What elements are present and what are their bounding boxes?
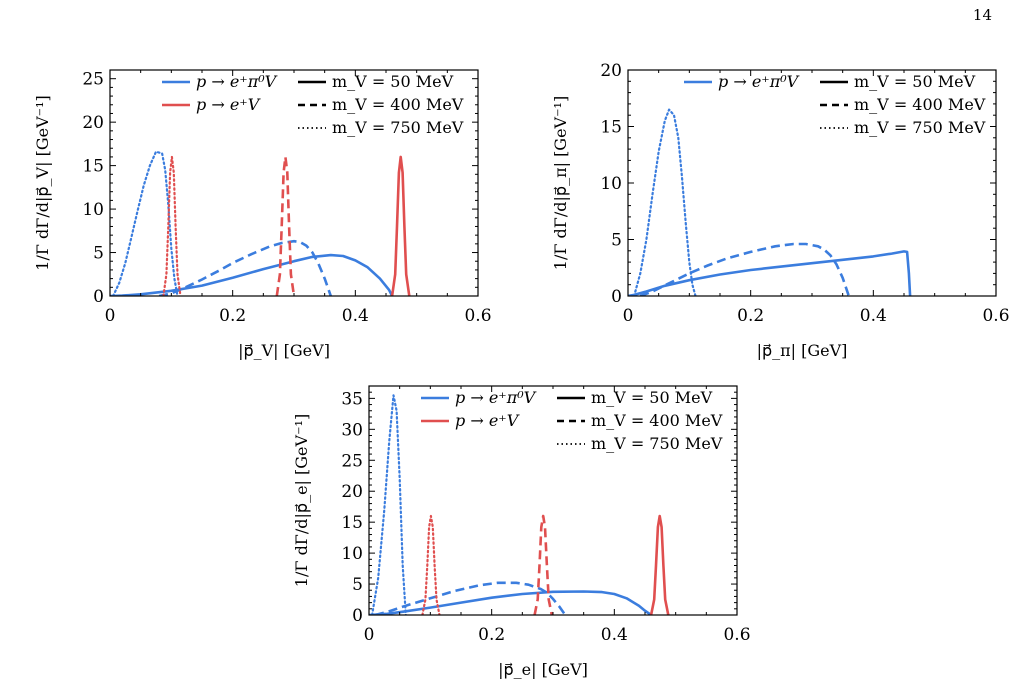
x-tick-label: 0.4 (342, 306, 369, 326)
series-line-blue-dotted (633, 108, 697, 296)
x-tick-label: 0 (364, 625, 375, 645)
chart-3: 0 0.2 0.4 0.6 0 5 10 15 20 25 30 35 |p⃗_e| [GeV] 1/Γ … (292, 385, 751, 679)
series-line-red-dotted (162, 155, 182, 296)
y-tick-label: 15 (600, 118, 622, 138)
y-tick-label: 25 (341, 451, 363, 471)
x-tick-label: 0.6 (982, 306, 1009, 326)
y-axis-label: 1/Γ dΓ/d|p⃗_V| [GeV⁻¹] (33, 95, 52, 270)
legend: p → e⁺π⁰V m_V = 50 MeV m_V = 400 MeV m_V = … (684, 72, 986, 137)
legend-label: m_V = 50 MeV (591, 388, 713, 407)
chart-1: 0 0.2 0.4 0.6 0 5 10 15 20 25 |p⃗_V| [GeV] 1/Γ dΓ/d… (33, 69, 492, 360)
y-tick-label: 5 (611, 231, 622, 251)
series-line-red-solid (649, 514, 670, 615)
series-line-red-dashed (275, 155, 296, 296)
series-line-blue-dashed (374, 581, 567, 615)
x-tick-label: 0.4 (601, 625, 628, 645)
legend: p → e⁺π⁰V p → e⁺V m_V = 50 MeV m_V = 400 Me… (162, 72, 464, 137)
y-tick-label: 35 (341, 389, 363, 409)
x-tick-label: 0.2 (478, 625, 505, 645)
legend-label: m_V = 50 MeV (332, 72, 454, 91)
series-line-blue-solid (369, 590, 652, 615)
series-line-blue-dotted (371, 394, 407, 615)
y-axis-label: 1/Γ dΓ/d|p⃗_e| [GeV⁻¹] (292, 414, 311, 587)
x-axis-label: |p⃗_π| [GeV] (757, 341, 848, 360)
x-tick-label: 0.6 (723, 625, 750, 645)
series-line-red-dashed (533, 514, 554, 615)
page-number: 14 (972, 6, 992, 24)
legend: p → e⁺π⁰V p → e⁺V m_V = 50 MeV m_V = 400 Me… (421, 388, 723, 453)
legend-label: p → e⁺V (196, 95, 261, 114)
legend-label: p → e⁺V (455, 411, 520, 430)
x-tick-label: 0 (105, 306, 116, 326)
series-line-red-solid (390, 155, 411, 296)
series-line-blue-dotted (112, 150, 179, 296)
x-tick-label: 0.2 (219, 306, 246, 326)
x-axis-label: |p⃗_e| [GeV] (498, 660, 588, 679)
y-tick-label: 10 (341, 544, 363, 564)
legend-label: m_V = 400 MeV (854, 95, 986, 114)
x-tick-label: 0.6 (464, 306, 491, 326)
y-tick-label: 5 (352, 575, 363, 595)
y-tick-label: 20 (600, 61, 622, 81)
y-tick-label: 30 (341, 420, 363, 440)
y-tick-label: 0 (611, 287, 622, 307)
legend-label: m_V = 400 MeV (332, 95, 464, 114)
series-line-blue-solid (628, 250, 912, 296)
chart-2: 0 0.2 0.4 0.6 0 5 10 15 20 |p⃗_π| [GeV] 1/Γ dΓ/d|p… (551, 61, 1010, 360)
y-tick-label: 25 (82, 70, 104, 90)
y-tick-label: 0 (352, 606, 363, 626)
x-tick-label: 0.2 (737, 306, 764, 326)
y-tick-label: 10 (82, 200, 104, 220)
y-tick-label: 5 (93, 244, 104, 264)
series-line-blue-solid (110, 253, 394, 296)
y-tick-label: 10 (600, 174, 622, 194)
x-axis-label: |p⃗_V| [GeV] (238, 341, 330, 360)
legend-label: m_V = 50 MeV (854, 72, 976, 91)
legend-label: m_V = 400 MeV (591, 411, 723, 430)
series-line-blue-dashed (158, 239, 333, 296)
legend-label: p → e⁺π⁰V (455, 388, 537, 407)
legend-label: p → e⁺π⁰V (718, 72, 800, 91)
x-tick-label: 0 (623, 306, 634, 326)
legend-label: p → e⁺π⁰V (196, 72, 278, 91)
legend-label: m_V = 750 MeV (854, 118, 986, 137)
series-line-red-dotted (421, 514, 441, 615)
y-tick-label: 15 (82, 157, 104, 177)
y-tick-label: 20 (341, 482, 363, 502)
y-tick-label: 20 (82, 113, 104, 133)
legend-label: m_V = 750 MeV (591, 434, 723, 453)
series-line-blue-dashed (639, 242, 851, 296)
y-axis-label: 1/Γ dΓ/d|p⃗_π| [GeV⁻¹] (551, 96, 570, 270)
y-tick-label: 15 (341, 513, 363, 533)
y-tick-label: 0 (93, 287, 104, 307)
x-tick-label: 0.4 (860, 306, 887, 326)
legend-label: m_V = 750 MeV (332, 118, 464, 137)
